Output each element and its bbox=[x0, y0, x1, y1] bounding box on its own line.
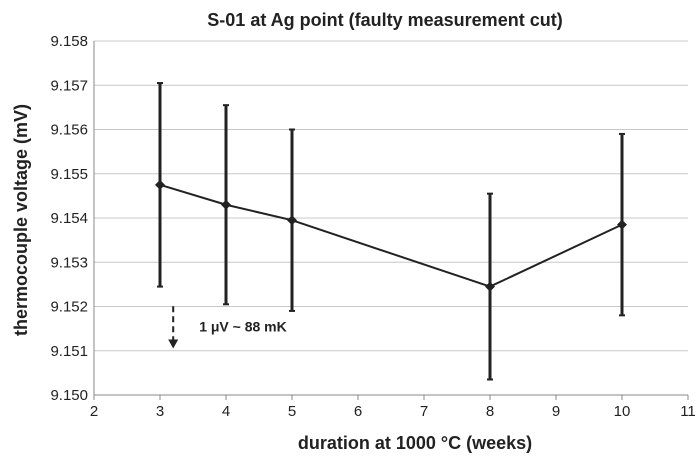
annotation-arrow-head bbox=[168, 339, 179, 349]
chart-title: S-01 at Ag point (faulty measurement cut… bbox=[207, 10, 562, 30]
series bbox=[155, 179, 627, 292]
y-tick-label: 9.155 bbox=[50, 166, 88, 183]
x-axis-label: duration at 1000 °C (weeks) bbox=[298, 433, 532, 453]
x-tick-labels: 2 3 4 5 6 7 8 9 10 11 bbox=[90, 403, 696, 420]
x-tick-label: 11 bbox=[680, 403, 696, 420]
x-tick-label: 3 bbox=[156, 403, 164, 420]
annotation: 1 μV ~ 88 mK bbox=[168, 306, 287, 349]
x-tick-label: 7 bbox=[420, 403, 428, 420]
y-tick-label: 9.151 bbox=[50, 343, 88, 360]
y-axis-label: thermocouple voltage (mV) bbox=[11, 104, 31, 336]
y-tick-label: 9.153 bbox=[50, 254, 88, 271]
error-bars bbox=[157, 82, 625, 381]
y-tick-label: 9.150 bbox=[50, 387, 88, 404]
x-tick-label: 6 bbox=[354, 403, 362, 420]
annotation-text: 1 μV ~ 88 mK bbox=[199, 318, 287, 334]
y-tick-label: 9.158 bbox=[50, 33, 88, 50]
x-tick-label: 5 bbox=[288, 403, 296, 420]
grid-lines bbox=[94, 40, 688, 352]
y-tick-label: 9.154 bbox=[50, 210, 88, 227]
data-point-marker bbox=[221, 199, 231, 210]
series-line bbox=[159, 183, 623, 288]
y-tick-label: 9.156 bbox=[50, 122, 88, 139]
x-tick-label: 2 bbox=[90, 403, 98, 420]
data-point-marker bbox=[155, 179, 165, 190]
data-point-marker bbox=[287, 215, 297, 226]
y-tick-label: 9.152 bbox=[50, 299, 88, 316]
y-tick-label: 9.157 bbox=[50, 77, 88, 94]
data-point-marker bbox=[485, 281, 495, 292]
y-tick-labels: 9.150 9.151 9.152 9.153 9.154 9.155 9.156 9.157… bbox=[50, 33, 88, 404]
axes bbox=[93, 41, 689, 400]
x-tick-label: 10 bbox=[614, 403, 631, 420]
x-tick-label: 9 bbox=[552, 403, 560, 420]
x-tick-label: 4 bbox=[222, 403, 230, 420]
x-tick-label: 8 bbox=[486, 403, 494, 420]
data-point-marker bbox=[617, 219, 627, 230]
